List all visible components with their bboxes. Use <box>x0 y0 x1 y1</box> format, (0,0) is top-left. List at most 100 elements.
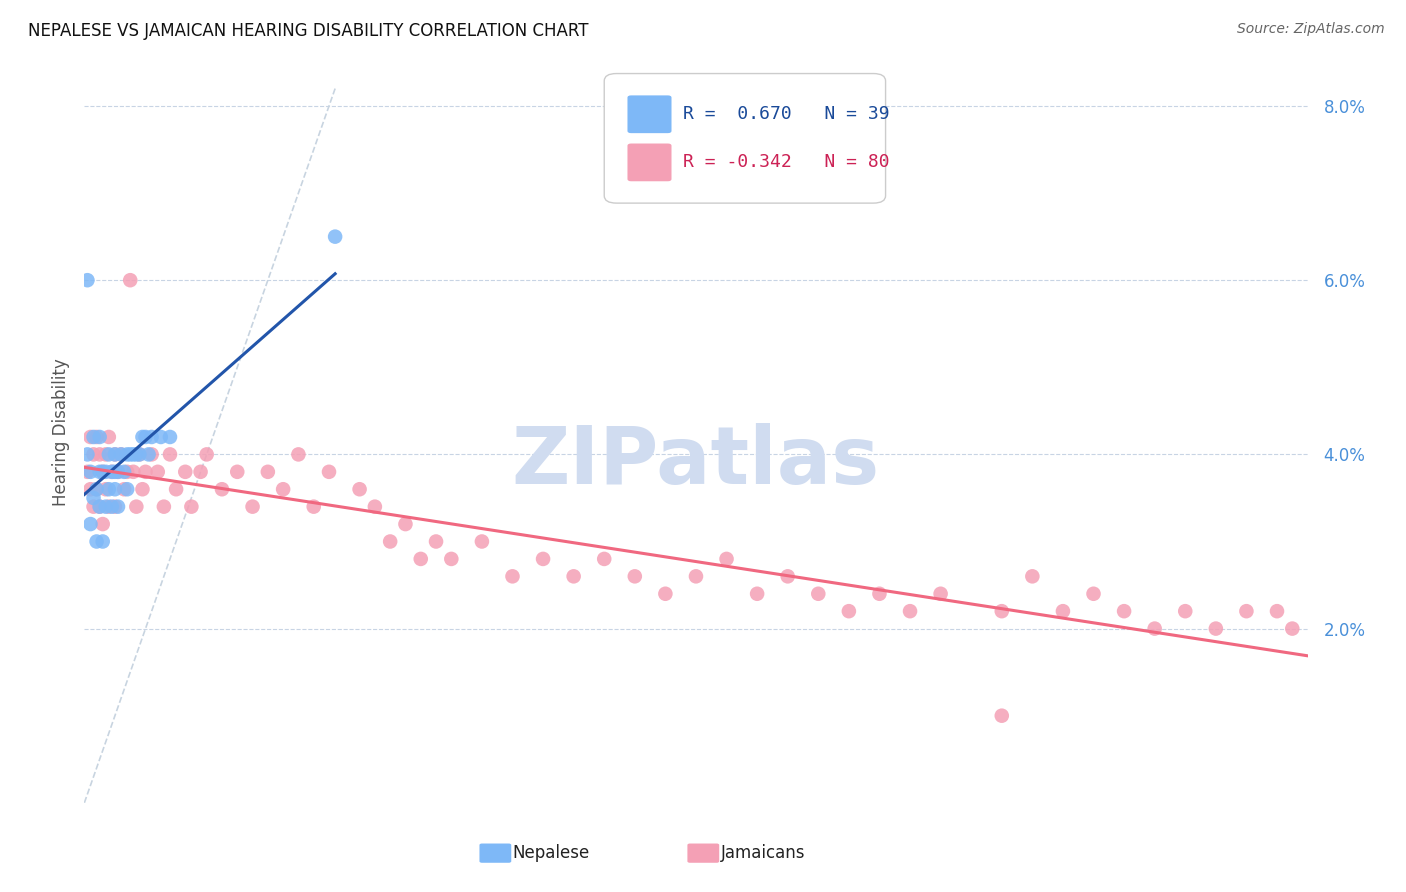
Point <box>1143 622 1166 636</box>
Point <box>76 465 98 479</box>
Point <box>112 465 135 479</box>
Point <box>991 604 1014 618</box>
Point <box>323 229 346 244</box>
Point <box>101 465 124 479</box>
Point <box>86 482 108 496</box>
Point <box>502 569 524 583</box>
Point <box>149 430 172 444</box>
Point <box>104 447 127 461</box>
FancyBboxPatch shape <box>605 73 886 203</box>
Point <box>226 465 249 479</box>
Point <box>89 430 111 444</box>
Point <box>86 482 108 496</box>
Point <box>128 447 150 461</box>
Point <box>104 447 127 461</box>
Point <box>1174 604 1197 618</box>
Point <box>271 482 294 496</box>
Point <box>1205 622 1227 636</box>
Point <box>135 465 157 479</box>
Point <box>180 500 202 514</box>
Point <box>174 465 197 479</box>
Point <box>120 273 142 287</box>
Point <box>991 708 1014 723</box>
Point <box>1114 604 1136 618</box>
Point <box>104 482 127 496</box>
Point <box>190 465 212 479</box>
Point <box>107 465 129 479</box>
Point <box>138 447 160 461</box>
Point <box>79 430 101 444</box>
Point <box>128 447 150 461</box>
Point <box>76 273 98 287</box>
Point <box>776 569 799 583</box>
Point <box>97 500 120 514</box>
Point <box>593 552 616 566</box>
Point <box>131 482 153 496</box>
Point <box>91 465 114 479</box>
Point <box>83 491 105 505</box>
FancyBboxPatch shape <box>627 95 672 133</box>
Point <box>349 482 371 496</box>
Point <box>165 482 187 496</box>
Point <box>471 534 494 549</box>
Point <box>76 447 98 461</box>
Point <box>94 465 117 479</box>
Point <box>1265 604 1288 618</box>
Point <box>89 500 111 514</box>
Point <box>97 430 120 444</box>
Point <box>107 465 129 479</box>
Point <box>394 517 416 532</box>
Point <box>131 430 153 444</box>
Point <box>94 482 117 496</box>
Point <box>122 465 145 479</box>
Point <box>91 534 114 549</box>
Point <box>562 569 585 583</box>
Point <box>97 482 120 496</box>
Point <box>79 482 101 496</box>
Point <box>141 430 163 444</box>
Point <box>104 500 127 514</box>
Point <box>302 500 325 514</box>
Point <box>1236 604 1258 618</box>
Point <box>153 500 176 514</box>
Point <box>115 482 138 496</box>
Point <box>929 587 952 601</box>
Point <box>409 552 432 566</box>
Point <box>122 447 145 461</box>
Point <box>83 500 105 514</box>
Text: Nepalese: Nepalese <box>513 844 589 863</box>
Point <box>89 447 111 461</box>
Point <box>159 447 181 461</box>
Point <box>1281 622 1303 636</box>
Point <box>440 552 463 566</box>
Point <box>1052 604 1074 618</box>
FancyBboxPatch shape <box>479 844 512 863</box>
FancyBboxPatch shape <box>627 144 672 181</box>
FancyBboxPatch shape <box>688 844 720 863</box>
Point <box>125 500 148 514</box>
Point <box>107 500 129 514</box>
Point <box>624 569 647 583</box>
Point <box>211 482 233 496</box>
Point <box>115 447 138 461</box>
Point <box>115 465 138 479</box>
Point <box>195 447 218 461</box>
Point <box>257 465 280 479</box>
Point <box>1021 569 1043 583</box>
Point <box>94 447 117 461</box>
Point <box>869 587 891 601</box>
Point <box>101 500 124 514</box>
Point <box>159 430 181 444</box>
Point <box>141 447 163 461</box>
Point <box>380 534 402 549</box>
Point <box>747 587 769 601</box>
Point <box>97 447 120 461</box>
Point <box>79 517 101 532</box>
Point <box>135 430 157 444</box>
Point <box>242 500 264 514</box>
Point <box>120 447 142 461</box>
Point <box>83 447 105 461</box>
Point <box>94 500 117 514</box>
Point <box>287 447 309 461</box>
Text: NEPALESE VS JAMAICAN HEARING DISABILITY CORRELATION CHART: NEPALESE VS JAMAICAN HEARING DISABILITY … <box>28 22 589 40</box>
